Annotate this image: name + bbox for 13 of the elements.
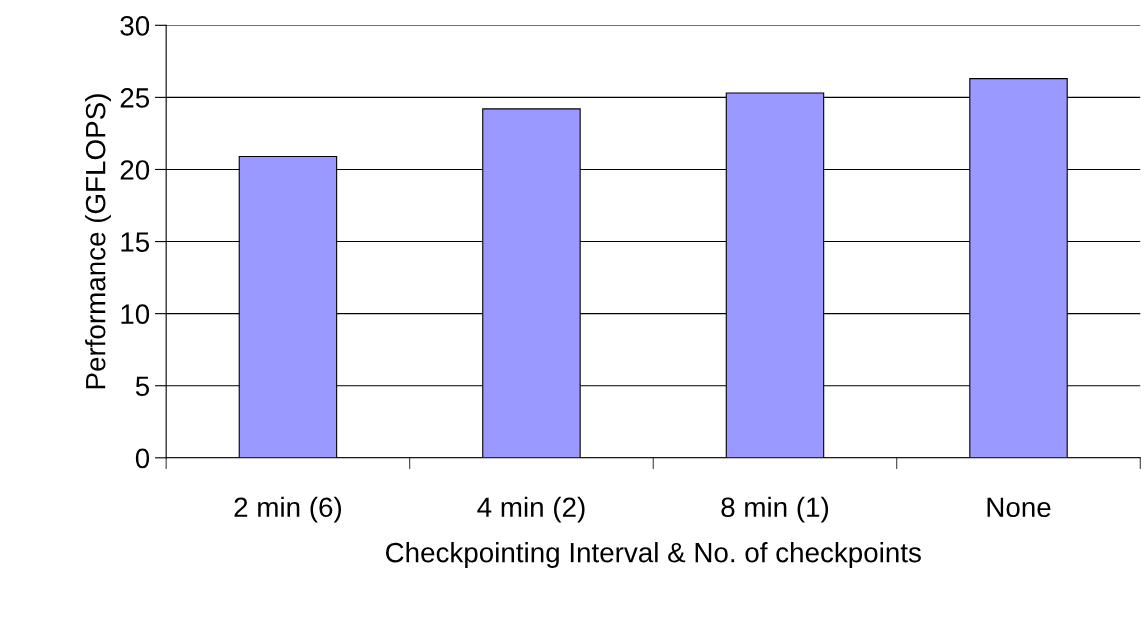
x-axis-title: Checkpointing Interval & No. of checkpoints xyxy=(385,542,921,568)
x-tick-label: 8 min (1) xyxy=(721,496,829,523)
x-tick-label: None xyxy=(987,497,1051,518)
x-tick-label: 2 min (6) xyxy=(234,496,342,523)
y-axis-title: Performance (GFLOPS) xyxy=(85,94,111,389)
y-tick-label: 0 xyxy=(135,448,150,469)
y-tick-label: 20 xyxy=(120,160,150,180)
x-tick-label: 4 min (2) xyxy=(477,496,585,523)
y-tick-label: 25 xyxy=(120,88,150,108)
y-tick-label: 10 xyxy=(121,304,150,324)
y-tick-label: 15 xyxy=(121,232,150,252)
y-tick-label: 30 xyxy=(120,15,150,36)
y-tick-label: 5 xyxy=(135,376,150,397)
